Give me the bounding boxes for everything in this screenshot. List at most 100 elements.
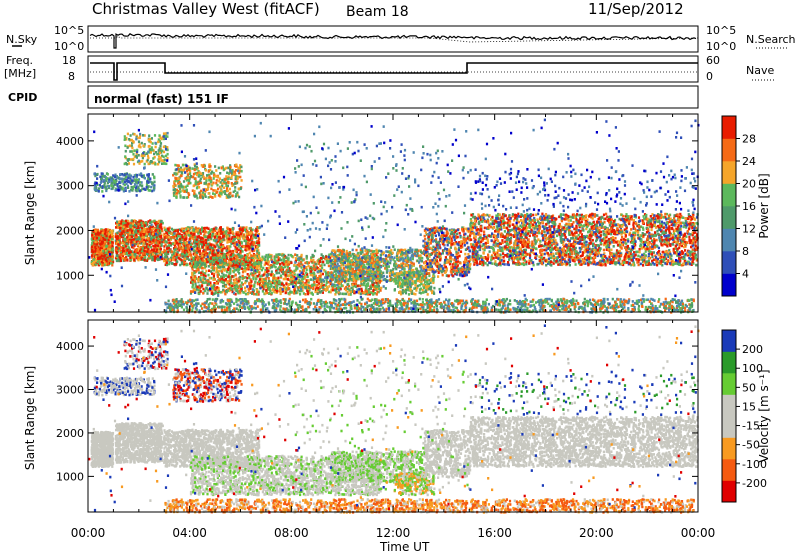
power-cell xyxy=(240,281,243,285)
power-cell xyxy=(167,230,170,233)
power-cell xyxy=(124,155,127,158)
power-cell xyxy=(147,247,150,251)
power-cell xyxy=(168,231,171,235)
power-cell xyxy=(134,220,137,223)
power-cell xyxy=(216,256,219,260)
power-cell xyxy=(147,181,150,184)
power-cell xyxy=(268,292,271,295)
power-cell xyxy=(148,148,151,151)
power-cell xyxy=(238,195,241,199)
power-cell xyxy=(234,195,237,198)
power-cell xyxy=(100,185,103,189)
power-cell xyxy=(201,230,204,233)
power-cell xyxy=(107,262,110,266)
power-cell xyxy=(124,189,127,192)
power-cell xyxy=(116,182,119,186)
power-cell xyxy=(129,188,133,192)
power-cell xyxy=(101,252,104,255)
power-cell xyxy=(236,181,239,185)
power-cell xyxy=(123,251,126,254)
power-cell xyxy=(139,223,142,227)
power-cell xyxy=(195,238,198,241)
power-cell xyxy=(177,190,180,193)
power-cell xyxy=(164,243,167,247)
power-cell xyxy=(125,252,128,256)
power-cell xyxy=(217,240,220,243)
power-cell xyxy=(145,230,148,233)
power-cell xyxy=(98,250,101,253)
power-cell xyxy=(181,227,184,231)
power-cell xyxy=(192,184,195,188)
power-cell xyxy=(152,188,155,192)
power-cell xyxy=(185,252,188,256)
power-cell xyxy=(178,246,181,250)
power-cell xyxy=(143,251,147,255)
power-cell xyxy=(198,236,201,239)
power-cell xyxy=(220,193,223,196)
power-heatmap xyxy=(88,118,700,314)
power-cell xyxy=(185,263,188,267)
power-cell xyxy=(244,281,247,285)
power-cell xyxy=(121,187,124,191)
power-cell xyxy=(174,190,177,193)
power-cell xyxy=(170,232,173,235)
power-cell xyxy=(278,271,281,275)
power-cell xyxy=(250,228,253,232)
power-cell xyxy=(206,174,209,177)
power-cell xyxy=(239,246,242,250)
power-cell xyxy=(105,189,108,193)
power-cell xyxy=(256,226,259,229)
power-cell xyxy=(114,256,118,260)
power-cell xyxy=(140,181,143,184)
power-cell xyxy=(94,262,97,266)
power-cell xyxy=(108,245,111,248)
power-cell xyxy=(125,227,128,231)
power-cell xyxy=(171,253,174,257)
power-cell xyxy=(102,250,105,253)
power-cell xyxy=(117,243,120,246)
power-cell xyxy=(99,256,102,259)
power-cell xyxy=(105,187,108,191)
power-cell xyxy=(142,222,145,225)
power-cell xyxy=(213,246,216,250)
power-cell xyxy=(130,138,133,142)
power-cell xyxy=(150,220,153,224)
power-cell xyxy=(115,246,118,250)
power-cell xyxy=(166,146,169,149)
power-cell xyxy=(221,165,224,168)
power-cell xyxy=(146,187,149,191)
power-cell xyxy=(142,134,145,137)
power-cell xyxy=(245,226,248,229)
power-cell xyxy=(163,226,166,230)
power-cell xyxy=(142,252,145,255)
power-cell xyxy=(276,289,279,293)
freq-tick-bottom: 8 xyxy=(68,70,75,83)
power-cell xyxy=(218,236,221,239)
power-cell xyxy=(218,177,221,180)
power-cell xyxy=(241,245,244,248)
nsearch-label: N.Search xyxy=(746,33,796,46)
power-cell xyxy=(127,225,131,228)
power-cell xyxy=(267,277,270,280)
power-cell xyxy=(132,238,135,241)
power-cell xyxy=(214,239,217,242)
power-cell xyxy=(243,264,246,267)
power-cell xyxy=(100,237,103,241)
power-cell xyxy=(138,189,141,193)
power-cell xyxy=(121,241,124,245)
power-cell xyxy=(225,255,228,258)
power-cell xyxy=(102,238,105,241)
cpid-text: normal (fast) 151 IF xyxy=(94,92,229,106)
power-cell xyxy=(121,180,124,183)
power-cell xyxy=(157,220,160,224)
power-cell xyxy=(214,195,217,198)
power-cell xyxy=(139,257,142,261)
power-cell xyxy=(192,175,195,179)
power-cell xyxy=(173,183,176,186)
power-cell xyxy=(156,244,160,247)
power-cell xyxy=(189,243,193,247)
power-cell xyxy=(139,233,142,236)
power-cell xyxy=(137,226,140,229)
power-cell xyxy=(91,263,94,267)
power-cell xyxy=(146,158,149,162)
